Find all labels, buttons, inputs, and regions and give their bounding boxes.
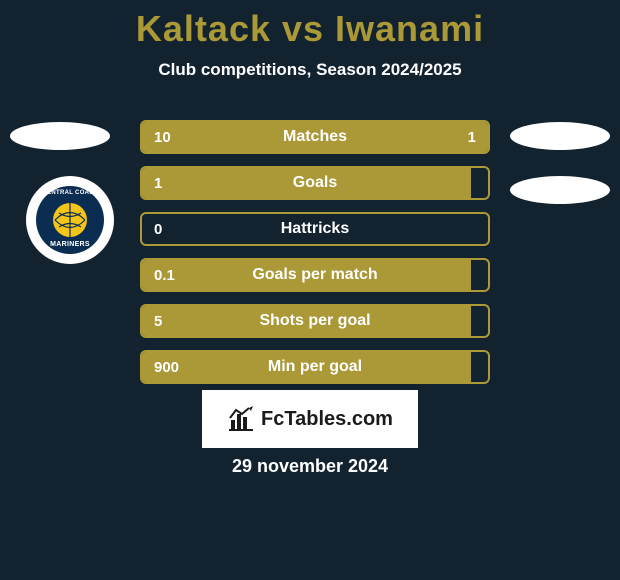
stat-label: Shots per goal (142, 306, 488, 336)
stat-row: 1Goals (140, 166, 490, 200)
stats-container: 101Matches 1Goals 0Hattricks 0.1Goals per m… (140, 120, 490, 396)
player-left-placeholder (10, 122, 110, 150)
club-logo-main-text: MARINERS (50, 241, 90, 248)
stat-row: 5Shots per goal (140, 304, 490, 338)
stat-row: 900Min per goal (140, 350, 490, 384)
club-logo-inner: CENTRAL COAST MARINERS (36, 186, 104, 254)
date-label: 29 november 2024 (0, 456, 620, 477)
stat-row: 0Hattricks (140, 212, 490, 246)
stat-label: Min per goal (142, 352, 488, 382)
stat-label: Goals (142, 168, 488, 198)
brand-badge[interactable]: FcTables.com (202, 390, 418, 448)
player-right-placeholder-1 (510, 122, 610, 150)
stat-label: Goals per match (142, 260, 488, 290)
brand-text: FcTables.com (261, 408, 393, 431)
page-title: Kaltack vs Iwanami (0, 0, 620, 50)
stat-label: Matches (142, 122, 488, 152)
brand-chart-icon (227, 406, 255, 432)
club-logo-left: CENTRAL COAST MARINERS (26, 176, 114, 264)
stat-label: Hattricks (142, 214, 488, 244)
player-right-placeholder-2 (510, 176, 610, 204)
stat-row: 101Matches (140, 120, 490, 154)
club-logo-ball-icon (53, 203, 87, 237)
club-logo-arc-text: CENTRAL COAST (42, 190, 97, 196)
comparison-card: Kaltack vs Iwanami Club competitions, Se… (0, 0, 620, 580)
stat-row: 0.1Goals per match (140, 258, 490, 292)
subtitle: Club competitions, Season 2024/2025 (0, 60, 620, 80)
